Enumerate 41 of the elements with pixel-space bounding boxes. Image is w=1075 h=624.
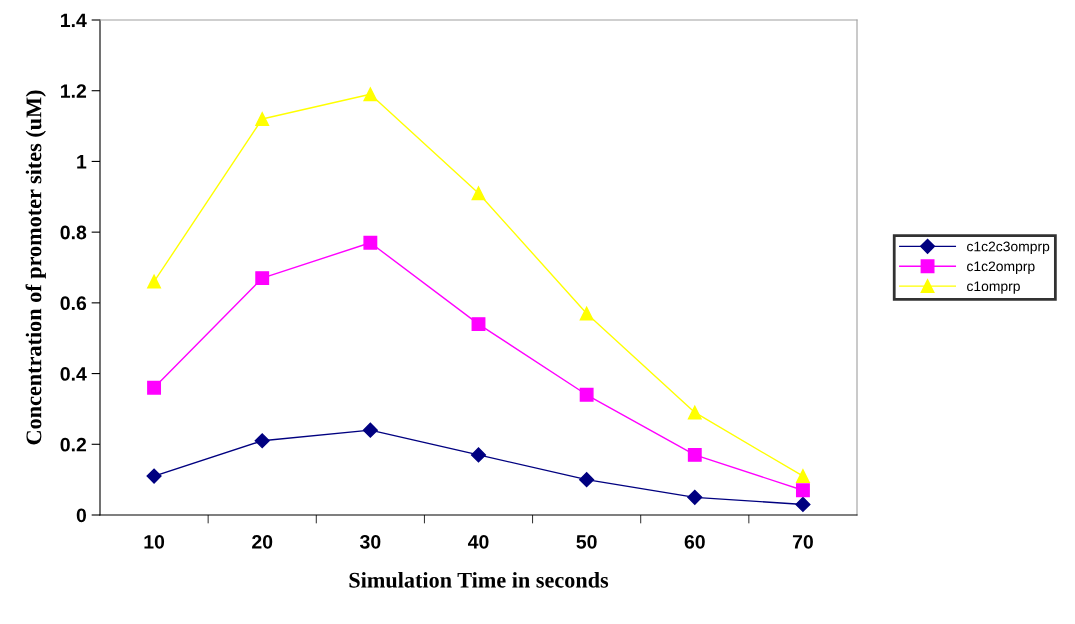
point <box>579 306 594 321</box>
point <box>146 468 162 484</box>
point <box>363 87 378 102</box>
point <box>471 186 486 201</box>
legend-label: c1omprp <box>967 281 1020 294</box>
x-tick-label: 20 <box>252 534 273 549</box>
legend-label: c1c2c3omprp <box>967 241 1050 255</box>
y-axis-title: Concentration of promoter sites (uM) <box>25 90 46 445</box>
x-axis-title: Simulation Time in seconds <box>349 572 609 588</box>
point <box>363 235 378 250</box>
point <box>255 112 270 126</box>
x-tick-label: 40 <box>467 534 489 549</box>
y-tick-label: 0.6 <box>60 296 87 311</box>
point <box>579 387 594 402</box>
y-tick-label: 0.8 <box>60 225 87 240</box>
point <box>255 271 270 286</box>
y-tick-label: 1.4 <box>61 13 87 28</box>
point <box>147 274 162 289</box>
point <box>687 405 702 420</box>
point <box>579 472 595 488</box>
x-tick-label: 70 <box>792 534 813 549</box>
y-tick-label: 0 <box>76 508 87 523</box>
x-tick-label: 30 <box>359 534 381 549</box>
x-tick-label: 60 <box>684 534 705 549</box>
y-tick-label: 0.2 <box>60 437 87 452</box>
point <box>795 496 811 512</box>
point <box>687 447 702 462</box>
point <box>147 380 162 395</box>
x-tick-label: 10 <box>144 534 165 549</box>
point <box>795 469 810 484</box>
point <box>471 317 486 332</box>
x-tick-label: 50 <box>576 534 597 549</box>
y-tick-label: 1 <box>77 155 87 169</box>
point <box>470 447 487 463</box>
point <box>687 489 703 505</box>
legend-label: c1c2omprp <box>967 261 1035 274</box>
y-tick-label: 1.2 <box>61 84 87 98</box>
y-tick-label: 0.4 <box>60 367 87 381</box>
point <box>795 483 810 498</box>
point <box>362 422 378 438</box>
point <box>254 433 270 449</box>
